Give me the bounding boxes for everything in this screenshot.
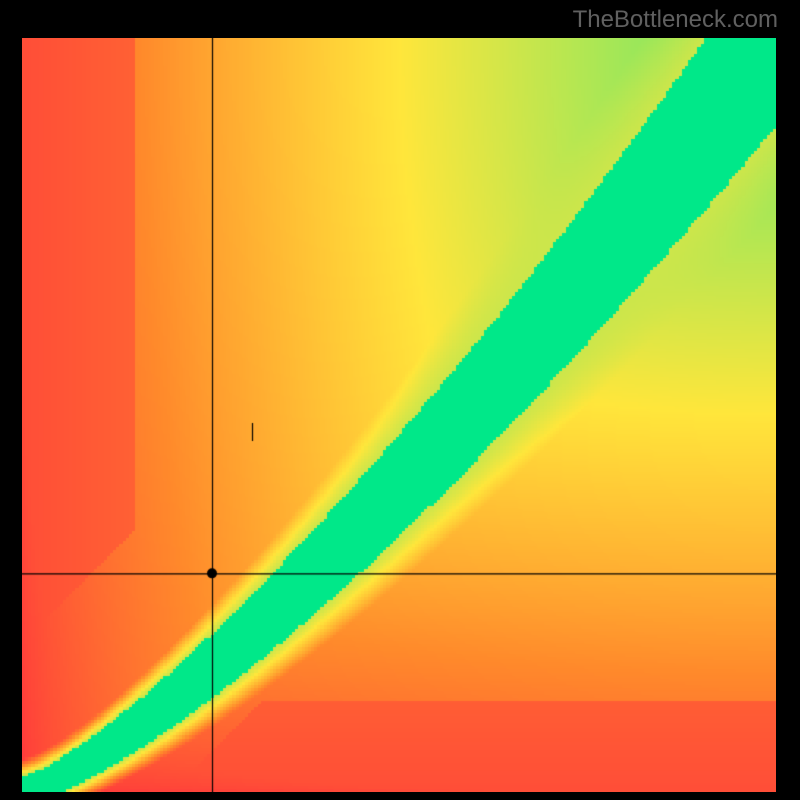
watermark-text: TheBottleneck.com <box>573 6 778 34</box>
chart-container: TheBottleneck.com <box>0 0 800 800</box>
heatmap-plot <box>22 38 776 792</box>
overlay-canvas <box>22 38 776 792</box>
